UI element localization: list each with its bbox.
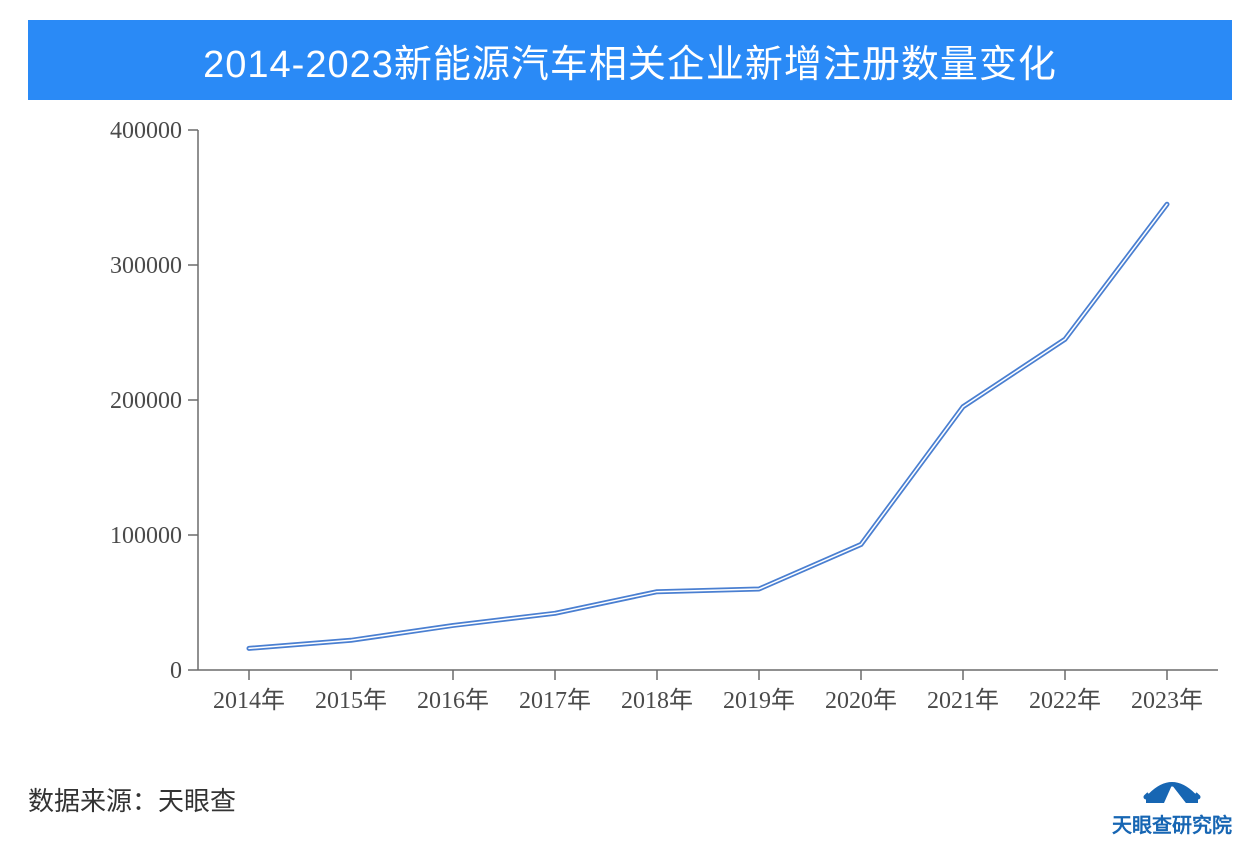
svg-text:2016年: 2016年 [417,687,489,714]
brand-logo: 天眼查研究院 [1112,763,1232,838]
tianyancha-logo-icon [1142,763,1202,805]
svg-text:2014年: 2014年 [213,687,285,714]
chart-plot-area: 0 100000 200000 300000 400000 2014年 2015年 2016年… [28,110,1232,750]
svg-text:2015年: 2015年 [315,687,387,714]
svg-text:2019年: 2019年 [723,687,795,714]
svg-text:0: 0 [170,658,182,684]
chart-title: 2014-2023新能源汽车相关企业新增注册数量变化 [203,33,1057,88]
svg-text:2021年: 2021年 [927,687,999,714]
chart-container: 2014-2023新能源汽车相关企业新增注册数量变化 0 100000 200000… [0,0,1260,858]
brand-logo-text: 天眼查研究院 [1112,809,1232,838]
svg-text:300000: 300000 [110,253,182,279]
chart-title-bar: 2014-2023新能源汽车相关企业新增注册数量变化 [28,20,1232,100]
svg-text:2020年: 2020年 [825,687,897,714]
svg-text:2018年: 2018年 [621,687,693,714]
svg-text:100000: 100000 [110,523,182,549]
svg-text:400000: 400000 [110,118,182,144]
line-chart-svg: 0 100000 200000 300000 400000 2014年 2015年 2016年… [28,110,1232,750]
svg-text:2017年: 2017年 [519,687,591,714]
svg-text:2023年: 2023年 [1131,687,1203,714]
svg-text:2022年: 2022年 [1029,687,1101,714]
data-source-label: 数据来源：天眼查 [28,781,236,818]
svg-text:200000: 200000 [110,388,182,414]
